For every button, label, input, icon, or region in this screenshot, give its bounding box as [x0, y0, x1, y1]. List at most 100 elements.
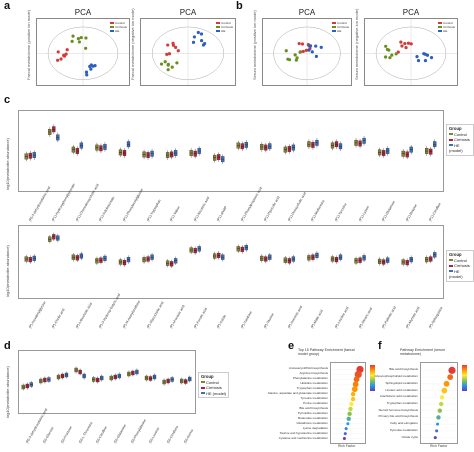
- pca-point: [297, 41, 301, 46]
- pca-legend-item: Control: [216, 21, 233, 25]
- bubble-point: [346, 422, 350, 426]
- legend-title: Group: [201, 374, 214, 379]
- pca-point: [298, 50, 302, 54]
- pathway-label: Tyrosine metabolism: [300, 396, 328, 401]
- bubble-e-xlabel: Rich Factor: [338, 444, 356, 448]
- pca-point: [284, 49, 288, 53]
- box-tick-label: (P)-Linoleic acid: [334, 305, 350, 329]
- bubble-chart-f: [420, 362, 458, 444]
- pathway-label: Phenylalanine metabolism: [292, 376, 328, 381]
- pca-point: [293, 53, 297, 57]
- pca-point: [56, 50, 60, 54]
- pca-ylabel: Serum metabolome (negative ion mode): [354, 8, 359, 80]
- box-tick-label: (D)-Phenylalanine: [130, 418, 148, 444]
- bubble-point: [344, 427, 348, 431]
- pca-point: [404, 45, 408, 50]
- pca-point: [385, 47, 390, 52]
- bubble-f-title: Pathway Enrichment (serum metabolome): [400, 348, 446, 356]
- pca-point: [84, 70, 89, 74]
- pca-point: [294, 58, 298, 62]
- box-tick-label: (P1)-Nicotinic acid: [192, 196, 210, 222]
- pca-title: PCA: [179, 8, 197, 17]
- pca-ylabel: Faecal metabolome (negative ion mode): [130, 8, 135, 80]
- pca-canvas: [37, 19, 129, 85]
- pca-point: [400, 44, 404, 48]
- box-tick-label: (P)-Stearic acid: [357, 306, 373, 329]
- pca-point: [199, 32, 204, 36]
- pathway-label: Histidine metabolism: [300, 381, 328, 386]
- legend-item-control: Control: [201, 380, 226, 386]
- bubble-point: [350, 396, 356, 402]
- pca-point: [300, 42, 305, 46]
- bubble-point: [436, 415, 441, 420]
- pca-canvas: [365, 19, 457, 85]
- pathway-label: Arachidonic acid metabolism: [379, 394, 418, 399]
- pca-point: [307, 44, 311, 48]
- pca-point: [84, 46, 88, 50]
- box-tick-label: (P)-Sphingosine: [428, 305, 444, 329]
- pca-point: [77, 40, 82, 44]
- boxplot-panel-d: [18, 350, 196, 414]
- pathway-label: Alanine, aspartate and glutamate metabol…: [267, 391, 328, 396]
- pathway-label: Arginine biosynthesis: [299, 371, 328, 376]
- boxplot-canvas: [24, 232, 437, 268]
- pca-point: [71, 34, 75, 38]
- box-tick-label: (D)-Citrulline: [95, 425, 109, 444]
- pca-canvas: [263, 19, 351, 85]
- pca-point: [88, 64, 92, 69]
- box-tick-label: (D)-Fructose: [60, 425, 73, 444]
- bubble-canvas: [331, 365, 365, 441]
- pca-point: [176, 49, 180, 53]
- pca-point: [406, 41, 411, 45]
- panel-label-f: f: [378, 340, 382, 352]
- pca-point: [416, 58, 421, 63]
- pca-point: [383, 55, 388, 59]
- box-tick-label: (P1)-Pipecolic acid: [263, 195, 281, 222]
- pca-point: [65, 48, 69, 52]
- pca-point: [423, 59, 428, 63]
- box-tick-label: (D)-Serine: [183, 428, 195, 444]
- pca-legend: Control Cirrhosis HE: [216, 21, 233, 33]
- bubble-point: [348, 406, 353, 412]
- box-tick-label: (P1)-Tryptophan: [145, 198, 162, 222]
- boxplot-d-ylabel: log10(metabolite abundance): [5, 366, 10, 418]
- pca-point: [79, 35, 83, 40]
- pca-point: [196, 30, 200, 35]
- legend-item-he: HE (model): [201, 391, 226, 397]
- pca-point: [64, 52, 68, 56]
- box-tick-label: (P)-Indole: [216, 314, 228, 329]
- pca-point: [403, 41, 407, 46]
- pathway-label: Bile acid biosynthesis: [389, 367, 418, 372]
- box-tick-label: (P1)-Phenylacetylglycine: [122, 187, 145, 222]
- box-tick-label: (P1)-Betaine: [404, 203, 418, 222]
- pca-point: [174, 45, 178, 50]
- box-tick-label: (P1)-Indoleacetate: [98, 195, 116, 222]
- box-tick-label: (P)-Glycocholic acid: [145, 300, 165, 329]
- pathway-label: Glutathione metabolism: [296, 420, 328, 425]
- bubble-chart-e: [330, 362, 366, 444]
- box-tick-label: (P)-Malic acid: [310, 309, 325, 329]
- pca-legend-item: HE: [438, 29, 455, 33]
- bubble-f-colorbar: [462, 365, 467, 391]
- pathway-label: Purine metabolism: [303, 401, 328, 405]
- pathway-label: Bile acid biosynthesis: [299, 405, 328, 410]
- pca-canvas: [141, 19, 235, 85]
- bubble-point: [441, 387, 448, 394]
- pca-point: [163, 60, 167, 64]
- pca-point: [399, 40, 403, 44]
- bubble-e-title: Top 15 Pathway Enrichment (faecal model …: [298, 348, 355, 356]
- pca-legend-item: Control: [438, 21, 455, 25]
- pca-point: [192, 35, 197, 39]
- bubble-e-colorbar: [370, 365, 375, 391]
- bubble-point: [353, 376, 360, 383]
- bubble-canvas: [421, 366, 457, 440]
- pathway-label: Tryptophan metabolism: [296, 386, 328, 391]
- group-legend-d: Group Control Cirrhosis HE (model): [198, 372, 230, 398]
- pca-point: [384, 44, 388, 48]
- legend-item-cirrhosis: Cirrhosis: [449, 137, 471, 143]
- bubble-point: [352, 381, 359, 388]
- pca-point: [159, 62, 164, 66]
- pathway-label: Citrate cycle: [401, 434, 418, 439]
- pca-legend: Control Cirrhosis HE: [438, 21, 455, 33]
- boxplot-panel-c-bottom: [18, 225, 444, 299]
